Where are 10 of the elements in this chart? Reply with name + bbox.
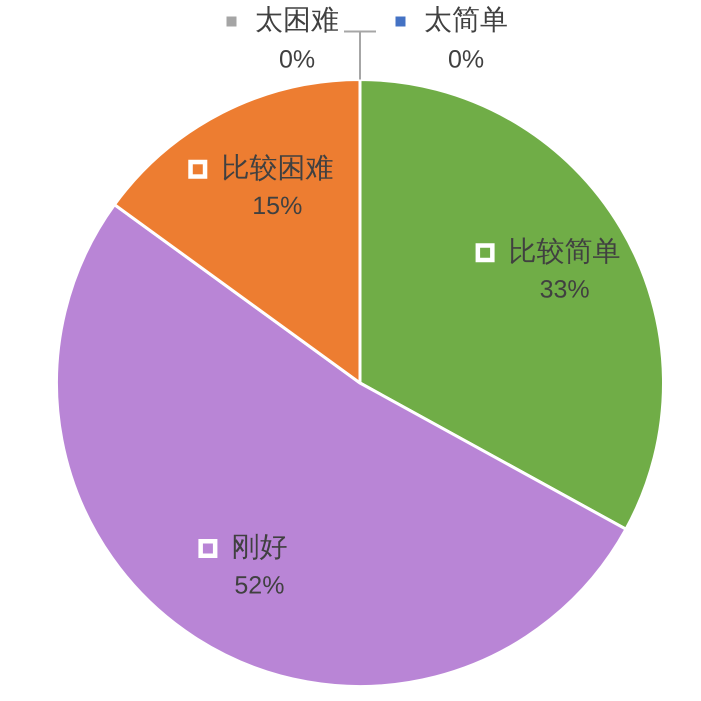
data-label: 52% [234, 571, 284, 600]
text: 0% [278, 45, 316, 74]
legend-label: 太困难 [255, 4, 339, 36]
legend-label: 刚好 [231, 531, 288, 562]
legend-label: 太简单 [424, 4, 508, 36]
data-label: 15% [252, 192, 302, 220]
legend-label: 比较简单 [508, 235, 621, 266]
data-label: 33% [540, 276, 590, 304]
text: 0% [448, 45, 484, 74]
legend-label: 比较困难 [221, 152, 334, 184]
